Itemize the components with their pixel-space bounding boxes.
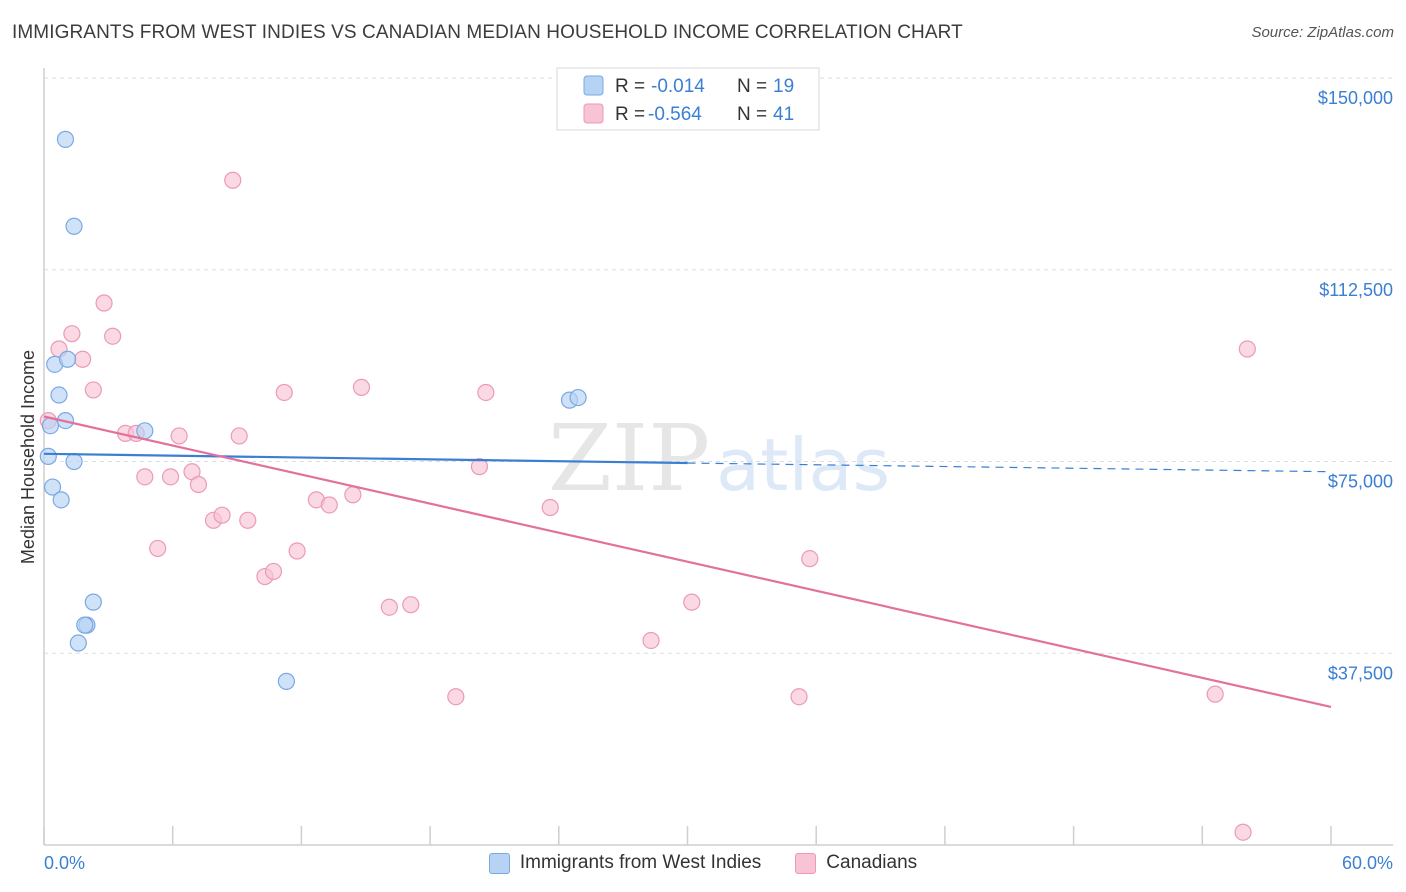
legend-swatch-pink [583, 103, 604, 124]
legend-item-canadians: Canadians [795, 852, 917, 874]
point-canadians [213, 506, 231, 524]
point-canadians [320, 496, 338, 514]
legend-n-label: N = [737, 104, 767, 125]
point-canadians [447, 688, 465, 706]
trend-line-west-indies [43, 452, 688, 465]
y-tick-label: $75,000 [1328, 472, 1393, 492]
x-tick-label-max: 60.0% [1342, 853, 1393, 873]
point-west-indies [39, 447, 57, 465]
y-tick-label: $37,500 [1328, 663, 1393, 683]
legend-r-label: R = [615, 104, 645, 125]
point-canadians [170, 427, 188, 445]
point-canadians [541, 498, 559, 517]
point-canadians [84, 381, 102, 399]
legend-swatch-pink [795, 852, 817, 874]
legend-swatch-blue [583, 75, 604, 96]
legend-n-value-pink: 41 [773, 104, 794, 125]
point-canadians [239, 511, 257, 529]
point-canadians [63, 325, 81, 343]
point-canadians [104, 327, 122, 345]
point-canadians [275, 383, 293, 402]
legend-swatch-blue [488, 852, 510, 874]
legend-r-value-pink: -0.564 [648, 104, 702, 125]
point-west-indies [56, 130, 75, 148]
point-canadians [352, 378, 371, 396]
point-west-indies [43, 478, 62, 496]
legend-r-label: R = [615, 76, 645, 97]
point-canadians [402, 596, 420, 614]
chart-title: IMMIGRANTS FROM WEST INDIES VS CANADIAN … [12, 22, 963, 43]
point-canadians [344, 486, 362, 504]
bottom-legend: Immigrants from West Indies Canadians [0, 852, 1406, 874]
legend-r-value-blue: -0.014 [651, 76, 705, 97]
legend-n-label: N = [737, 76, 767, 97]
point-west-indies [58, 350, 77, 368]
point-west-indies [84, 593, 102, 611]
point-canadians [1238, 340, 1256, 358]
point-canadians [288, 542, 306, 560]
point-canadians [161, 468, 180, 486]
trend-line-canadians [43, 415, 1332, 709]
point-canadians [224, 171, 242, 189]
point-canadians [230, 427, 248, 445]
source-label: Source: ZipAtlas.com [1251, 24, 1394, 41]
point-canadians [1206, 685, 1224, 703]
point-canadians [1234, 823, 1252, 841]
trend-layer [43, 415, 1332, 709]
point-canadians [264, 562, 283, 581]
point-canadians [801, 550, 819, 568]
legend-n-value-blue: 19 [773, 76, 794, 97]
trend-line-west-indies-extension [687, 462, 1332, 473]
point-canadians [149, 539, 167, 558]
points-layer [39, 130, 1256, 841]
grid-layer [44, 77, 1395, 654]
point-canadians [380, 598, 398, 616]
legend-label-canadians: Canadians [826, 852, 918, 873]
point-west-indies [50, 386, 68, 404]
point-canadians [470, 458, 489, 476]
point-west-indies [76, 616, 94, 634]
point-canadians [136, 468, 154, 486]
legend-item-west-indies: Immigrants from West Indies [488, 852, 762, 874]
watermark-zip: ZIP [548, 405, 710, 512]
legend-box: R = -0.014 N = 19 R = -0.564 N = 41 [556, 67, 820, 131]
y-tick-label: $150,000 [1318, 88, 1393, 108]
point-west-indies [52, 491, 70, 509]
point-canadians [477, 383, 495, 402]
point-west-indies [65, 452, 83, 471]
point-canadians [189, 475, 208, 494]
point-west-indies [277, 672, 295, 690]
x-tick-label-min: 0.0% [44, 853, 85, 873]
point-canadians [95, 294, 113, 312]
point-canadians [683, 593, 701, 611]
point-canadians [74, 350, 92, 368]
legend-label-west-indies: Immigrants from West Indies [519, 852, 762, 873]
point-canadians [642, 631, 660, 650]
y-tick-label: $112,500 [1319, 280, 1393, 300]
point-west-indies [136, 422, 154, 440]
point-west-indies [569, 388, 587, 407]
point-canadians [790, 688, 808, 706]
point-west-indies [65, 217, 83, 235]
point-west-indies [69, 634, 87, 652]
y-axis-title: Median Household Income [18, 350, 38, 564]
